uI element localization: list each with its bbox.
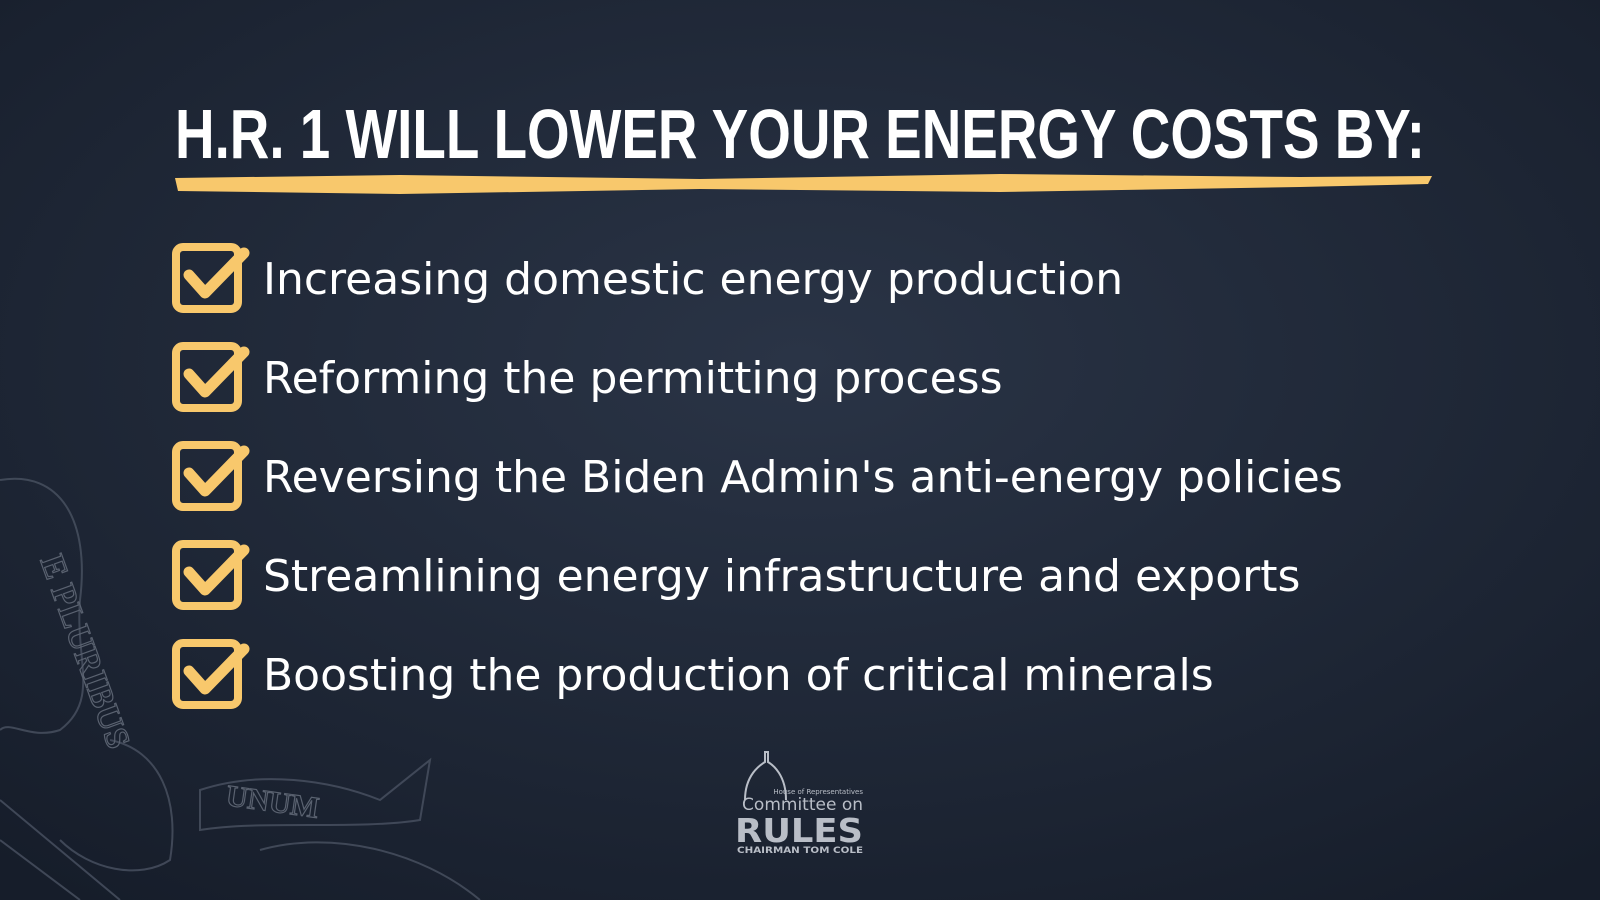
item-list: Increasing domestic energy production Ref… — [172, 243, 1343, 709]
checkbox — [172, 441, 242, 511]
item-text: Increasing domestic energy production — [263, 254, 1123, 305]
checkmark — [183, 346, 250, 398]
logo-text: CHAIRMAN TOM COLE — [737, 846, 863, 856]
checkbox — [172, 540, 242, 610]
logo-text: RULES — [735, 811, 863, 850]
seal-decoration — [0, 477, 481, 900]
item-text: Streamlining energy infrastructure and e… — [263, 551, 1300, 602]
title: H.R. 1 WILL LOWER YOUR ENERGY COSTS BY: — [175, 95, 1425, 173]
checkbox — [172, 342, 242, 412]
item-text: Reversing the Biden Admin's anti-energy … — [263, 452, 1343, 503]
capitol-icon — [744, 751, 787, 801]
checkmark — [183, 247, 250, 299]
checkmark — [183, 445, 250, 497]
logo-text: House of Representatives — [773, 788, 863, 796]
item-text: Reforming the permitting process — [263, 353, 1003, 404]
checkbox — [172, 243, 242, 313]
checkmark — [183, 544, 250, 596]
logo: House of Representatives Committee on RU… — [735, 751, 863, 856]
item-text: Boosting the production of critical mine… — [263, 650, 1214, 701]
checkmark — [183, 643, 250, 695]
checkbox — [172, 639, 242, 709]
title-underline — [175, 174, 1432, 194]
logo-text: Committee on — [742, 795, 863, 815]
